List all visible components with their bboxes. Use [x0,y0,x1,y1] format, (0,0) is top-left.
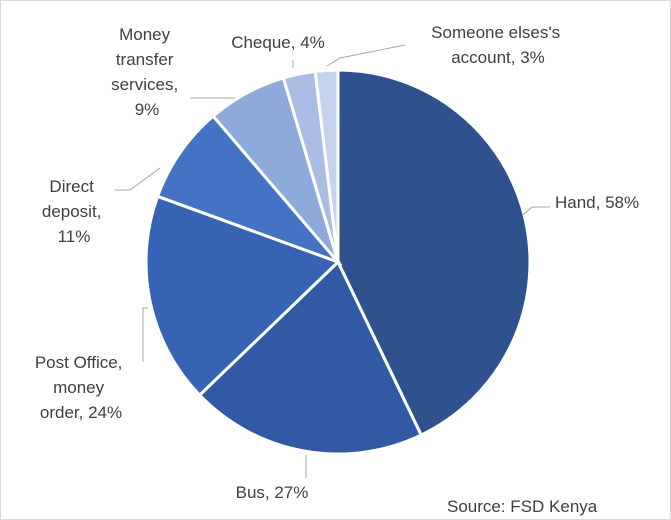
data-label-bus: Bus, 27% [236,483,309,502]
pie-slice-bus [197,259,424,456]
leader-line-someone-else [326,44,406,67]
pie-slice-someone-else [313,68,340,263]
data-label-cheque: Cheque, 4% [231,33,325,52]
pie-slice-hand [336,68,532,438]
source-note: Source: FSD Kenya [447,497,598,516]
data-label-direct-deposit: Direct deposit, 11% [42,177,106,246]
data-labels: Hand, 58% Bus, 27% Post Office, money or… [35,23,639,502]
leader-line-direct-deposit [115,167,161,191]
leader-lines [115,44,550,478]
pie-slices [144,68,532,456]
pie-slice-direct-deposit [155,114,343,266]
data-label-money-transfer: Money transfer services, 9% [111,25,183,119]
data-label-hand: Hand, 58% [555,193,639,212]
data-label-someone-else: Someone elses's account, 3% [431,23,565,67]
leader-line-post-office [142,307,148,362]
leader-line-hand [522,206,550,216]
data-label-post-office: Post Office, money order, 24% [35,353,127,422]
